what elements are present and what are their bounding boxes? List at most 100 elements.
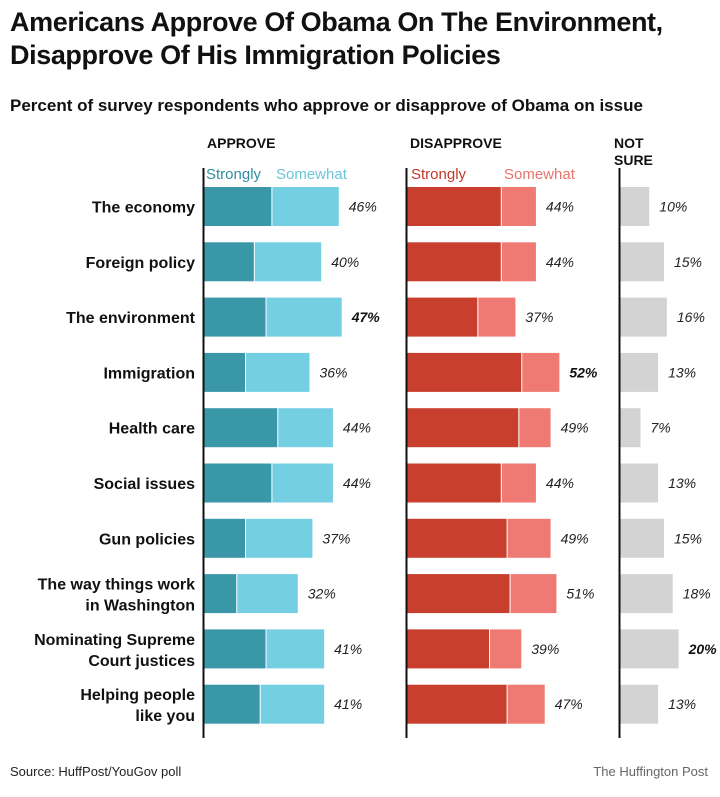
chart-title: Americans Approve Of Obama On The Enviro… [10,7,663,70]
not-sure-bar [620,187,650,226]
disapprove-value-label: 37% [525,309,553,325]
disapprove-strongly-bar [407,574,510,614]
not-sure-bar [620,408,641,448]
disapprove-somewhat-bar [501,463,536,503]
approve-header: APPROVE [207,135,275,151]
approve-somewhat-bar [246,518,313,558]
approve-value-label: 32% [308,586,336,602]
disapprove-somewhat-bar [522,352,560,392]
approve-value-label: 41% [334,641,362,657]
approve-value-label: 40% [331,254,359,270]
category-label: Health care [109,421,195,438]
category-label: Immigration [103,365,195,382]
approve-strongly-bar [204,463,272,503]
disapprove-value-label: 49% [561,420,589,436]
not-sure-bar [620,242,664,282]
not-sure-bar [620,463,659,503]
approve-strongly-bar [204,684,260,724]
not-sure-value-label: 13% [668,696,696,712]
approve-strongly-bar [204,297,266,337]
not-sure-value-label: 18% [683,586,711,602]
credit-note: The Huffington Post [593,764,708,779]
category-label: The economy [92,200,195,217]
category-label: Helping people like you [80,687,195,725]
approve-strongly-bar [204,629,266,669]
not-sure-bar [620,574,673,614]
category-label: Nominating Supreme Court justices [34,632,195,670]
disapprove-strongly-bar [407,629,490,669]
not-sure-header: NOT SURE [614,135,653,168]
disapprove-strongly-bar [407,408,519,448]
approve-value-label: 41% [334,696,362,712]
source-note: Source: HuffPost/YouGov poll [10,764,182,779]
category-label: Foreign policy [86,255,195,272]
approve-somewhat-bar [254,242,322,282]
disapprove-strongly-bar [407,684,507,724]
disapprove-header: DISAPPROVE [410,135,502,151]
approve-somewhat-bar [266,297,342,337]
disapprove-somewhat-bar [501,187,536,226]
approve-value-label: 47% [351,309,381,325]
approve-somewhat-bar [278,408,333,448]
approve-somewhat-bar [246,352,310,392]
disapprove-value-label: 52% [569,364,598,380]
disapprove-strongly-bar [407,297,478,337]
approve-somewhat-bar [272,463,333,503]
category-label: The environment [66,310,196,327]
approve-value-label: 36% [319,364,347,380]
approve-somewhat-bar [272,187,339,226]
disapprove-value-label: 51% [566,586,594,602]
approve-value-label: 46% [349,199,377,215]
not-sure-bar [620,297,667,337]
chart-subtitle: Percent of survey respondents who approv… [10,96,643,115]
disapprove-strongly-bar [407,463,501,503]
not-sure-bar [620,629,679,669]
disapprove-value-label: 44% [546,199,574,215]
not-sure-value-label: 7% [651,420,671,436]
approve-somewhat-bar [237,574,298,614]
not-sure-bar [620,352,659,392]
approve-somewhat-bar [266,629,325,669]
not-sure-bar [620,684,659,724]
not-sure-value-label: 20% [688,641,718,657]
disapprove-value-label: 44% [546,254,574,270]
approve-somewhat-bar [260,684,325,724]
approve-strongly-bar [204,352,246,392]
disapprove-value-label: 44% [546,475,574,491]
disapprove-somewhat-bar [507,518,551,558]
disapprove-value-label: 47% [555,696,583,712]
disapprove-strongly-label: Strongly [411,166,467,183]
disapprove-strongly-bar [407,187,501,226]
disapprove-value-label: 49% [561,530,589,546]
disapprove-somewhat-bar [510,574,557,614]
approve-strongly-bar [204,187,272,226]
category-label: Social issues [94,476,195,493]
approve-value-label: 44% [343,475,371,491]
disapprove-somewhat-bar [490,629,522,669]
disapprove-somewhat-label: Somewhat [504,166,576,183]
approve-strongly-bar [204,518,246,558]
not-sure-value-label: 13% [668,475,696,491]
not-sure-value-label: 15% [674,530,702,546]
category-label: Gun policies [99,531,195,548]
not-sure-value-label: 16% [677,309,705,325]
disapprove-somewhat-bar [519,408,551,448]
approve-strongly-bar [204,574,237,614]
approve-strongly-label: Strongly [206,166,262,183]
approve-strongly-bar [204,408,278,448]
disapprove-value-label: 39% [531,641,559,657]
disapprove-somewhat-bar [507,684,545,724]
not-sure-value-label: 10% [659,199,687,215]
disapprove-somewhat-bar [501,242,536,282]
approve-strongly-bar [204,242,254,282]
not-sure-bar [620,518,664,558]
disapprove-somewhat-bar [478,297,516,337]
disapprove-strongly-bar [407,518,507,558]
approve-value-label: 44% [343,420,371,436]
disapprove-strongly-bar [407,352,522,392]
approve-somewhat-label: Somewhat [276,166,348,183]
not-sure-value-label: 15% [674,254,702,270]
category-label: The way things work in Washington [38,577,195,615]
approve-value-label: 37% [322,530,350,546]
